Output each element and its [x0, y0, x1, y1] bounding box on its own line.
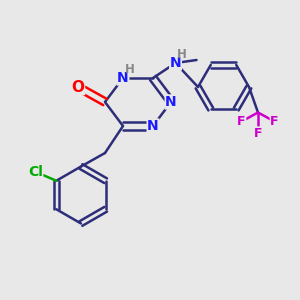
- Text: F: F: [254, 127, 262, 140]
- Text: Cl: Cl: [28, 165, 43, 179]
- Text: N: N: [165, 95, 177, 109]
- Text: N: N: [147, 119, 159, 133]
- Text: H: H: [177, 48, 187, 61]
- Text: O: O: [71, 80, 85, 94]
- Text: F: F: [237, 115, 246, 128]
- Text: N: N: [117, 71, 129, 85]
- Text: H: H: [125, 63, 134, 76]
- Text: N: N: [170, 56, 181, 70]
- Text: F: F: [270, 115, 279, 128]
